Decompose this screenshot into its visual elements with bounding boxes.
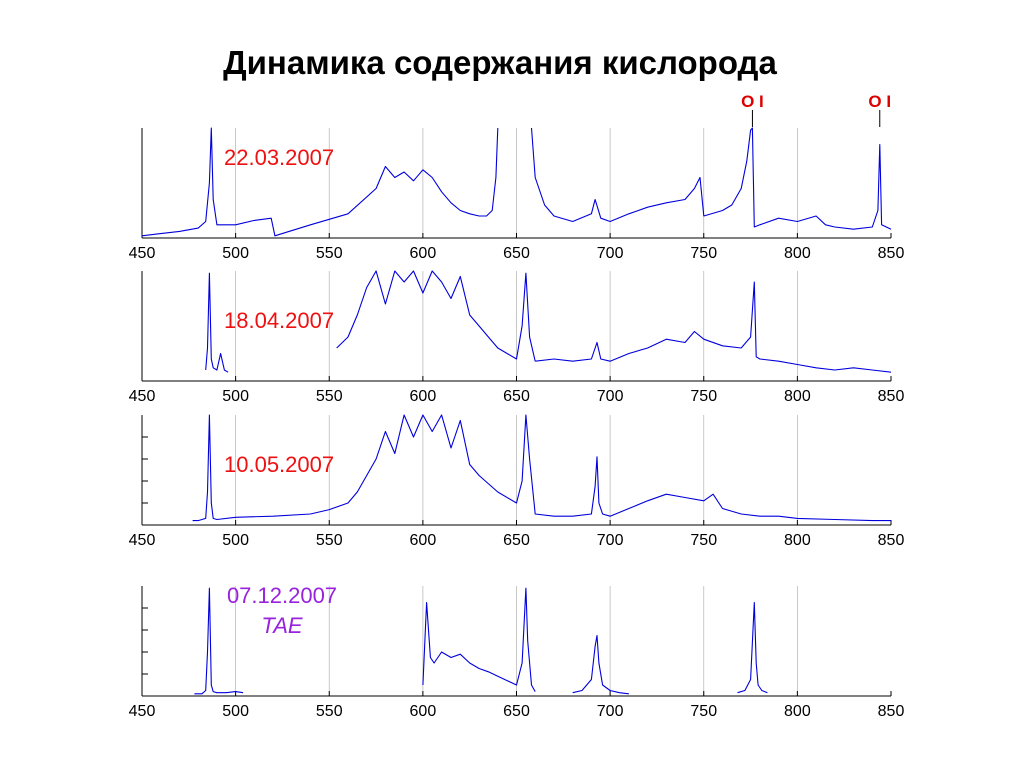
panel-4-xtick-label-600: 600 [410,703,437,720]
panel-3-xtick-label-450: 450 [129,532,156,549]
panel-1-xtick-label-750: 750 [690,245,717,262]
panel-1-spectrum-segment-2 [530,127,892,230]
panel-3-date-label: 10.05.2007 [224,452,334,477]
panel-1-date-label: 22.03.2007 [224,145,334,170]
panel-1-spectrum-segment-1 [141,127,499,237]
panel-4-xtick-label-800: 800 [784,703,811,720]
panel-3-xtick-label-600: 600 [410,532,437,549]
panel-4-spectrum-segment-1 [194,587,244,695]
panel-2-spectrum-segment-3 [535,281,892,373]
panel-1-xtick-label-600: 600 [410,245,437,262]
panel-3-xtick-label-550: 550 [316,532,343,549]
panel-2-xtick-label-550: 550 [316,388,343,405]
panel-4-xtick-label-650: 650 [503,703,530,720]
panel-4-spectrum-segment-3 [572,634,629,695]
panel-4-xtick-label-550: 550 [316,703,343,720]
panel-3-xtick-label-700: 700 [597,532,624,549]
panel-2-xtick-label-750: 750 [690,388,717,405]
panel-3-xtick-label-850: 850 [878,532,905,549]
panel-2-date-label: 18.04.2007 [224,308,334,333]
panel-4-xtick-label-750: 750 [690,703,717,720]
panel-1-xtick-label-850: 850 [878,245,905,262]
panel-3-xtick-label-800: 800 [784,532,811,549]
panel-4-sublabel: TAE [261,613,302,638]
panel-2-spectrum-segment-2 [336,270,536,362]
panel-2-spectrum-segment-1 [205,272,229,373]
panel-1-marker-label-1: O I [741,92,764,111]
panel-1-marker-label-2: O I [868,92,891,111]
panel-2-xtick-label-450: 450 [129,388,156,405]
panel-1-xtick-label-500: 500 [222,245,249,262]
panel-1-xtick-label-800: 800 [784,245,811,262]
panel-2-xtick-label-700: 700 [597,388,624,405]
panel-4-date-label: 07.12.2007 [227,583,337,608]
panel-2-xtick-label-850: 850 [878,388,905,405]
panel-2-xtick-label-650: 650 [503,388,530,405]
panel-4-xtick-label-450: 450 [129,703,156,720]
panel-2-xtick-label-800: 800 [784,388,811,405]
panel-3-spectrum-segment-1 [192,414,891,522]
panel-1-xtick-label-700: 700 [597,245,624,262]
panel-4-spectrum-segment-4 [737,601,768,694]
panel-4-xtick-label-500: 500 [222,703,249,720]
panel-3-xtick-label-500: 500 [222,532,249,549]
page-title: Динамика содержания кислорода [223,44,777,81]
panel-1-xtick-label-450: 450 [129,245,156,262]
panel-3-xtick-label-650: 650 [503,532,530,549]
panel-4-spectrum-segment-2 [422,587,536,692]
panel-2-xtick-label-500: 500 [222,388,249,405]
panel-4-xtick-label-850: 850 [878,703,905,720]
panel-1-xtick-label-650: 650 [503,245,530,262]
panel-3-xtick-label-750: 750 [690,532,717,549]
panel-4-xtick-label-700: 700 [597,703,624,720]
panel-1-xtick-label-550: 550 [316,245,343,262]
panel-2-xtick-label-600: 600 [410,388,437,405]
